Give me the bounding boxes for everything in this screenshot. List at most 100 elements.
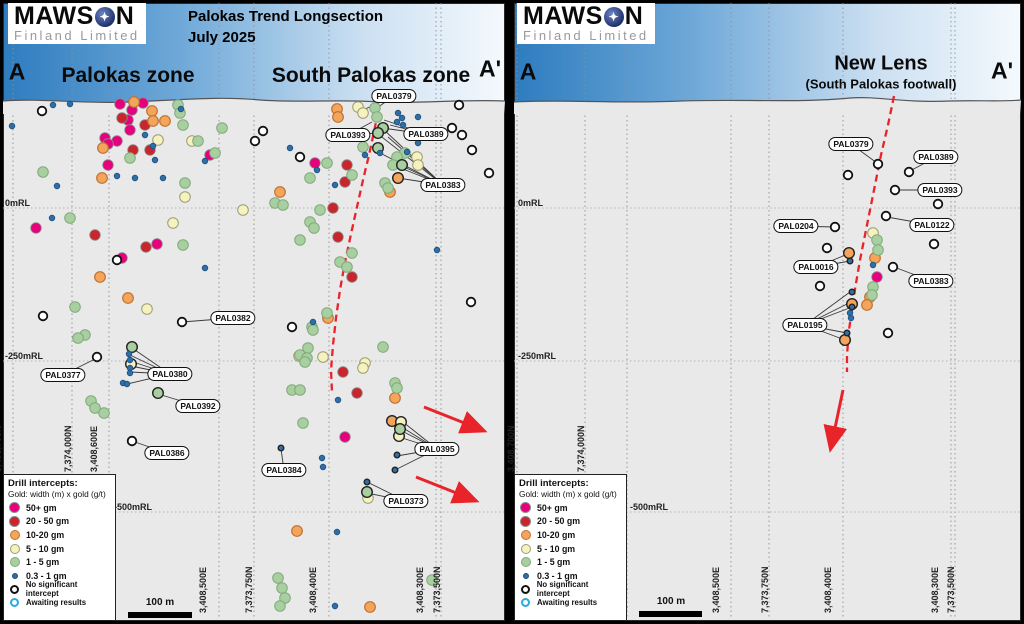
- drill-intercept-dot-g20: [116, 112, 128, 124]
- legend-subtitle: Gold: width (m) x gold (g/t): [8, 489, 106, 499]
- drill-intercept-dot-g03: [394, 109, 402, 117]
- drill-intercept-dot-g10: [97, 142, 109, 154]
- legend-swatch-wrap: [8, 572, 21, 579]
- drill-intercept-dot-g03: [286, 144, 294, 152]
- callout-line: [377, 133, 444, 186]
- drill-intercept-dot-g5: [179, 191, 191, 203]
- legend-swatch-wrap: [8, 515, 21, 527]
- coordinate-label: 3,408,600E: [89, 425, 99, 472]
- coordinate-label: 7,373,750N: [760, 566, 770, 613]
- drill-intercept-dot-g10: [159, 115, 171, 127]
- drill-intercept-dot-g5: [317, 351, 329, 363]
- drill-intercept-dot-g03: [177, 105, 185, 113]
- coordinate-label: 3,408,300E: [930, 566, 940, 613]
- legend-title: Drill intercepts:: [8, 478, 78, 489]
- surface-fill: [3, 98, 505, 114]
- legend-swatch-g03-icon: [11, 572, 18, 579]
- coordinate-label: 7,373,500N: [946, 566, 956, 613]
- coordinate-label: 3,408,400E: [823, 566, 833, 613]
- drill-intercept-dot-g20: [140, 241, 152, 253]
- legend-item-await: Awaiting results: [8, 596, 111, 610]
- drill-intercept-dot-g1: [866, 289, 878, 301]
- drill-intercept-dot-g1: [294, 384, 306, 396]
- drill-intercept-dot-nsi: [111, 254, 123, 266]
- drillhole-label-PAL0393: PAL0393: [917, 183, 963, 197]
- drill-intercept-dot-g1: [372, 126, 385, 139]
- drillhole-label-PAL0382: PAL0382: [210, 311, 256, 325]
- legend-item-label: 50+ gm: [537, 502, 568, 513]
- coordinate-label: 3,408,300E: [415, 566, 425, 613]
- elevation-label: 0mRL: [518, 198, 544, 208]
- legend-swatch-wrap: [8, 557, 21, 568]
- legend-swatch-g1-icon: [520, 557, 531, 568]
- drill-intercept-dot-nsi: [249, 135, 261, 147]
- drill-intercept-dot-g1: [209, 147, 221, 159]
- figure-title-line1: Palokas Trend Longsection: [188, 8, 384, 25]
- drill-intercept-dot-g1: [321, 307, 333, 319]
- legend-swatch-wrap: [8, 598, 21, 608]
- drill-intercept-dot-nsi: [294, 151, 306, 163]
- legend-swatch-wrap: [8, 502, 21, 514]
- drill-intercept-dot-g1: [192, 135, 204, 147]
- legend-subtitle: Gold: width (m) x gold (g/t): [519, 489, 617, 499]
- drillhole-label-PAL0389: PAL0389: [913, 150, 959, 164]
- drill-intercept-dot-g03: [8, 122, 16, 130]
- drill-intercept-dot-g03: [125, 350, 133, 358]
- drill-intercept-dot-g1: [382, 182, 394, 194]
- drill-intercept-dot-nsi: [889, 184, 901, 196]
- coordinate-label: 3,408,400E: [308, 566, 318, 613]
- drill-intercept-dot-g1: [276, 582, 288, 594]
- drill-intercept-dot-g50: [871, 271, 883, 283]
- drill-intercept-dot-g1: [426, 574, 438, 586]
- drill-intercept-dot-g03: [376, 149, 384, 157]
- drill-intercept-dot-g1: [297, 417, 309, 429]
- legend-item-label: 5 - 10 gm: [26, 543, 65, 554]
- drillhole-label-PAL0204: PAL0204: [773, 219, 819, 233]
- legend-box: Drill intercepts: Gold: width (m) x gold …: [3, 474, 116, 621]
- drill-intercept-dot-nsi: [872, 158, 884, 170]
- drill-intercept-dot-g03: [398, 114, 406, 122]
- legend-item-g50: 50+ gm: [519, 501, 622, 515]
- drill-intercept-dot-g20: [351, 387, 363, 399]
- drill-intercept-dot-g03: [403, 148, 411, 156]
- drill-intercept-dot-g50: [339, 431, 351, 443]
- logo-word-post: N: [115, 2, 135, 30]
- drill-intercept-dot-g10: [274, 186, 286, 198]
- plunge-arrow: [423, 405, 488, 434]
- legend-item-g5: 5 - 10 gm: [8, 542, 111, 556]
- drill-intercept-dot-g1: [69, 301, 81, 313]
- drill-intercept-dot-g1: [307, 324, 319, 336]
- section-marker: A: [519, 58, 537, 85]
- drill-intercept-dot-g5: [357, 362, 369, 374]
- legend-swatch-wrap: [8, 543, 21, 554]
- drill-intercept-dot-nsi: [286, 321, 298, 333]
- drill-intercept-dot-g5: [412, 159, 424, 171]
- legend-item-label: No significant intercept: [536, 580, 589, 599]
- drill-intercept-dot-nsi: [880, 210, 892, 222]
- drill-intercept-dot-g03: [126, 356, 134, 364]
- legend-item-g20: 20 - 50 gm: [8, 515, 111, 529]
- drill-intercept-dot-g1: [396, 158, 409, 171]
- legend-swatch-await-icon: [521, 598, 530, 608]
- legend-item-g20: 20 - 50 gm: [519, 515, 622, 529]
- drill-intercept-dot-g20: [332, 231, 344, 243]
- drill-intercept-dot-g1: [151, 387, 164, 400]
- drill-intercept-dot-nsi: [882, 327, 894, 339]
- drill-intercept-dot-g1: [341, 261, 353, 273]
- legend-item-label: 20 - 50 gm: [26, 516, 70, 527]
- elevation-label: -250mRL: [518, 351, 557, 361]
- scalebar: [639, 611, 702, 617]
- drillhole-label-PAL0122: PAL0122: [909, 218, 955, 232]
- zone-label: Palokas zone: [61, 64, 195, 87]
- drill-intercept-dot-g03: [869, 261, 877, 269]
- legend-item-g1: 1 - 5 gm: [519, 555, 622, 569]
- legend-swatch-wrap: [519, 543, 532, 554]
- legend-swatch-g50-icon: [9, 502, 20, 514]
- scalebar-label: 100 m: [656, 596, 686, 607]
- drill-intercept-dot-nsi: [829, 221, 841, 233]
- legend-swatch-wrap: [519, 598, 532, 608]
- drill-intercept-dot-g03: [113, 172, 121, 180]
- legend-swatch-g5-icon: [520, 543, 531, 554]
- zone-label: (South Palokas footwall): [805, 76, 957, 92]
